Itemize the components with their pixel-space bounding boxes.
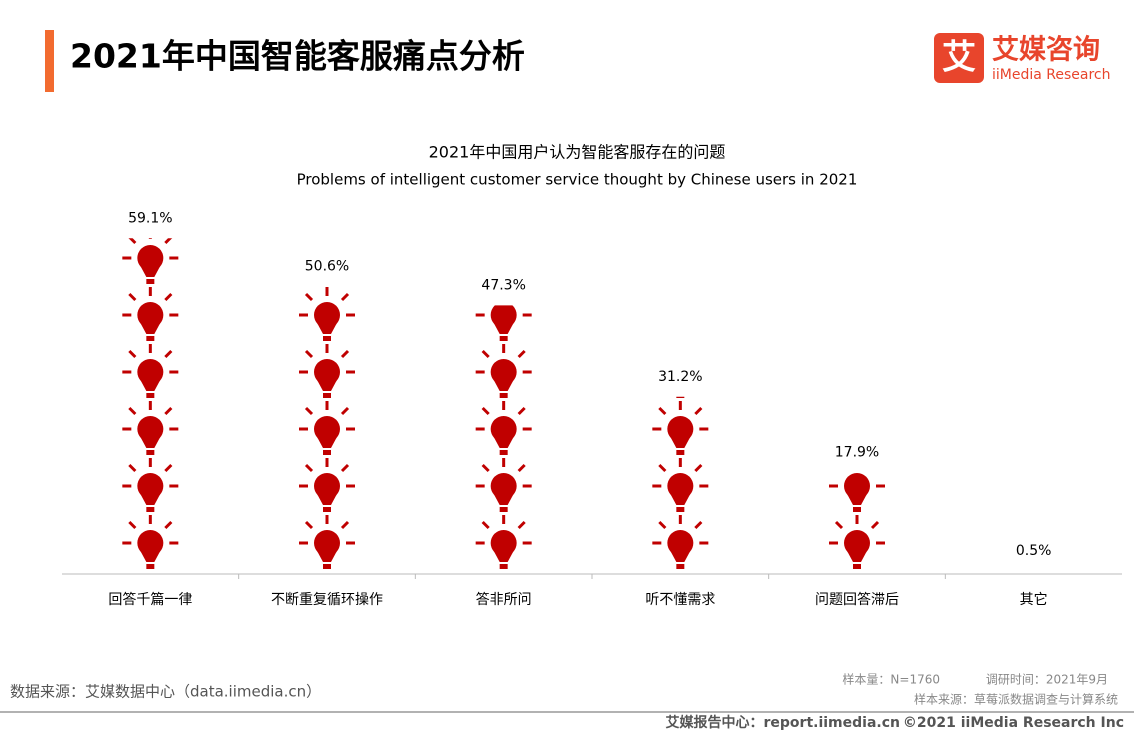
logo-sub: iiMedia Research <box>992 67 1111 83</box>
logo-icon <box>934 33 984 83</box>
source: 数据来源：艾媒数据中心（data.iimedia.cn） <box>10 683 321 701</box>
value-label: 47.3% <box>481 277 525 293</box>
pictogram-bar <box>652 396 709 569</box>
copyright: ©2021 iiMedia Research Inc <box>903 715 1124 731</box>
x-tick-label: 回答千篇一律 <box>108 591 192 608</box>
report-center: 艾媒报告中心：report.iimedia.cn <box>666 714 901 731</box>
sample-size: 样本量：N=1760 <box>842 672 940 687</box>
chart-title: 2021年中国用户认为智能客服存在的问题 <box>429 143 726 162</box>
x-tick-label: 其它 <box>1020 591 1048 608</box>
logo-mark: 艾 <box>942 38 976 78</box>
x-tick-label: 不断重复循环操作 <box>271 591 383 608</box>
page-title: 2021年中国智能客服痛点分析 <box>70 37 525 76</box>
chart-subtitle: Problems of intelligent customer service… <box>297 171 858 189</box>
title-accent <box>45 30 54 92</box>
pictogram-bar <box>829 473 885 569</box>
value-label: 59.1% <box>128 210 172 226</box>
pictogram-bar <box>299 287 355 569</box>
survey-time: 调研时间：2021年9月 <box>986 673 1108 687</box>
pictogram-bar <box>475 305 532 569</box>
value-label: 0.5% <box>1016 543 1052 559</box>
x-tick-label: 问题回答滞后 <box>815 591 899 608</box>
logo-name: 艾媒咨询 <box>992 34 1100 66</box>
x-tick-label: 答非所问 <box>476 591 532 608</box>
pictogram-bar <box>122 238 179 569</box>
value-label: 50.6% <box>305 259 349 275</box>
x-tick-label: 听不懂需求 <box>645 592 715 608</box>
value-label: 17.9% <box>835 444 879 460</box>
sample-source: 样本来源：草莓派数据调查与计算系统 <box>914 692 1118 707</box>
value-label: 31.2% <box>658 369 702 385</box>
